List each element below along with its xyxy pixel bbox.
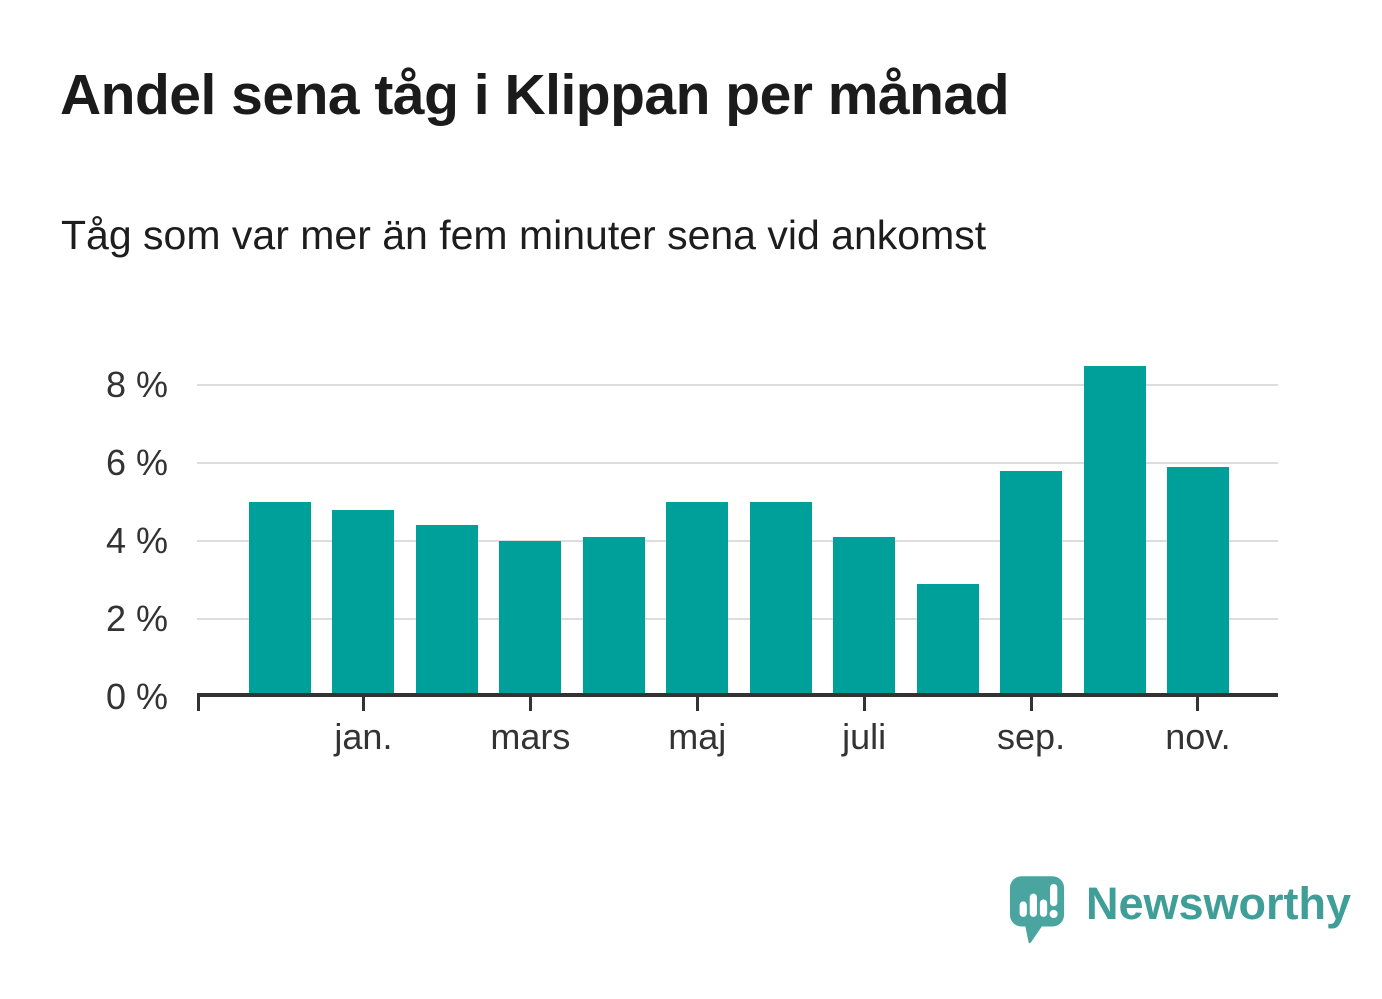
bar-mars: [499, 541, 562, 697]
chart-title: Andel sena tåg i Klippan per månad: [60, 63, 1010, 127]
x-axis-origin-tick: [197, 697, 200, 711]
x-tick-label: sep.: [997, 716, 1066, 757]
logo-exclamation-bar: [1050, 884, 1058, 907]
bar-feb.: [415, 525, 478, 697]
bar-sep.: [1000, 470, 1063, 697]
brand-footer: Newsworthy: [1008, 874, 1351, 952]
bar-nov.: [1166, 466, 1229, 697]
x-tick-label: nov.: [1165, 716, 1231, 757]
y-tick-label: 2 %: [105, 598, 168, 639]
y-tick-label: 4 %: [105, 520, 168, 561]
y-tick-label: 0 %: [105, 676, 168, 717]
bar-juli: [833, 537, 896, 697]
x-axis-tick: [1196, 697, 1200, 711]
x-tick-label: maj: [668, 716, 727, 757]
gridline: [197, 384, 1278, 386]
bar-aug.: [916, 583, 979, 697]
gridline: [197, 618, 1278, 620]
x-tick-label: mars: [490, 716, 571, 757]
x-tick-label: juli: [842, 716, 887, 757]
x-axis-line: [197, 693, 1278, 697]
y-tick-label: 8 %: [105, 364, 168, 405]
plot-area: jan. mars maj juli sep. nov.: [197, 340, 1278, 757]
gridline: [197, 540, 1278, 542]
bar-juni: [749, 502, 812, 697]
x-tick-label: jan.: [334, 716, 393, 757]
bar-apr.: [582, 537, 645, 697]
logo-bar-small: [1019, 901, 1027, 917]
bar-dec.: [249, 502, 311, 697]
y-tick-label: 6 %: [105, 442, 168, 483]
logo-bar-tall: [1029, 893, 1037, 917]
logo-bar-medium: [1039, 899, 1048, 917]
x-axis-tick: [361, 697, 365, 711]
brand-name: Newsworthy: [1086, 878, 1352, 929]
bar-maj: [666, 502, 729, 697]
logo-exclamation-dot: [1049, 909, 1058, 919]
newsworthy-logo-icon: [1009, 876, 1065, 944]
y-axis-labels: 0 % 2 % 4 % 6 % 8 %: [84, 340, 168, 717]
bar-okt.: [1083, 365, 1146, 697]
chart-subtitle: Tåg som var mer än fem minuter sena vid …: [61, 212, 987, 258]
x-axis-tick: [695, 697, 699, 711]
x-axis-tick: [1029, 697, 1033, 711]
x-axis-tick: [528, 697, 532, 711]
x-axis-tick: [862, 697, 866, 711]
gridline: [197, 462, 1278, 464]
bar-jan.: [332, 509, 395, 697]
